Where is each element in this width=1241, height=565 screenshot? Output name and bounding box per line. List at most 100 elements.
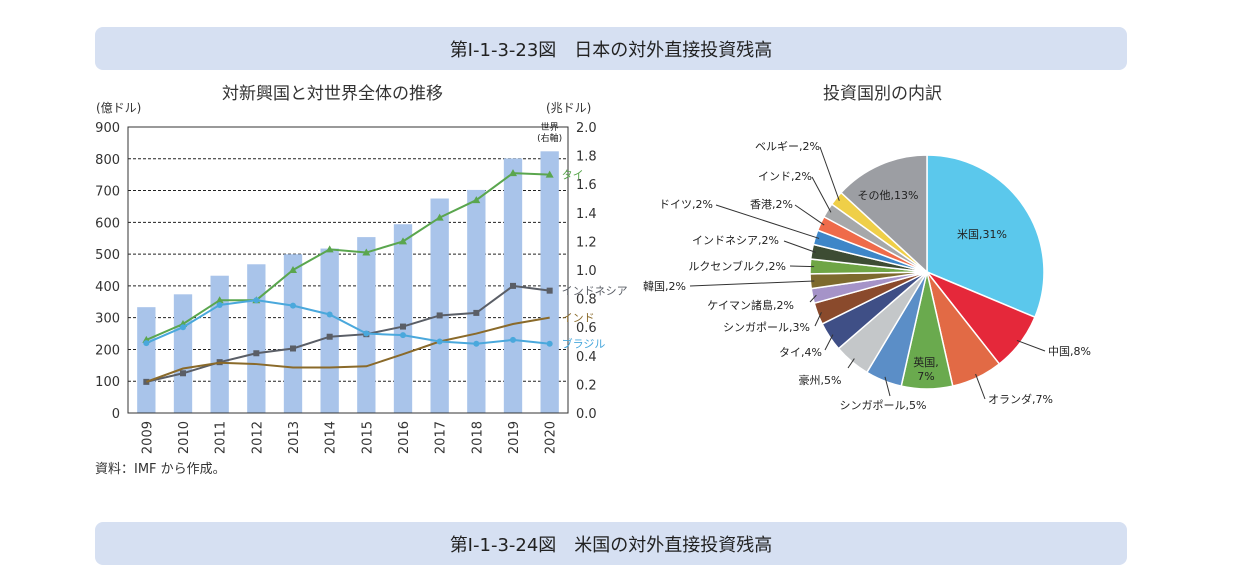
pie-slice-label: インド,2% bbox=[758, 170, 812, 183]
pie-slice-label: 7% bbox=[917, 370, 934, 383]
marker-thailand bbox=[215, 296, 224, 304]
pie-leader-line bbox=[884, 376, 891, 397]
marker-brazil bbox=[326, 311, 333, 318]
bar-world-2010 bbox=[173, 294, 193, 413]
right-tick-label: 0.0 bbox=[576, 407, 597, 422]
right-tick-label: 2.0 bbox=[576, 121, 597, 136]
pie-leader-line bbox=[715, 204, 820, 239]
right-tick-label: 1.2 bbox=[576, 235, 597, 250]
x-tick-label: 2015 bbox=[360, 421, 375, 454]
bar-world-2009 bbox=[137, 307, 156, 413]
marker-thailand bbox=[435, 213, 444, 221]
x-tick-label: 2009 bbox=[140, 421, 155, 454]
bar-world-2012 bbox=[247, 264, 266, 413]
pie-leader-line bbox=[819, 146, 840, 201]
marker-indonesia bbox=[180, 370, 186, 377]
next-figure-title-banner: 第Ⅰ-1-3-24図 米国の対外直接投資残高 bbox=[95, 522, 1127, 565]
marker-indonesia bbox=[400, 323, 406, 330]
marker-indonesia bbox=[290, 345, 296, 352]
chart-canvas: 0 100 200 300 400 500 600 700 800 900 0.0 0.2 0.4 0.6… bbox=[95, 101, 1091, 454]
x-tick-label: 2017 bbox=[434, 421, 449, 454]
right-tick-label: 0.6 bbox=[576, 321, 597, 336]
pie-slice-label: 英国, bbox=[913, 355, 939, 369]
marker-brazil bbox=[510, 336, 516, 343]
marker-thailand bbox=[325, 245, 334, 253]
pie-leader-line bbox=[811, 176, 832, 213]
x-tick-label: 2019 bbox=[507, 421, 522, 454]
pie-slice-label: 豪州,5% bbox=[799, 373, 842, 387]
pie-leader-line bbox=[824, 334, 834, 351]
pie-leader-line bbox=[975, 373, 986, 400]
left-tick-label: 400 bbox=[95, 280, 120, 295]
left-tick-label: 200 bbox=[95, 343, 120, 358]
left-tick-label: 300 bbox=[95, 312, 120, 327]
right-tick-label: 1.0 bbox=[576, 264, 597, 279]
x-tick-label: 2012 bbox=[250, 421, 265, 454]
left-tick-label: 700 bbox=[95, 185, 120, 200]
pie-leader-line bbox=[689, 280, 815, 287]
pie-leader-line bbox=[814, 312, 822, 327]
bar-world-2018 bbox=[467, 189, 486, 413]
marker-brazil bbox=[436, 338, 443, 345]
pie-slice-label: シンガポール,3% bbox=[723, 321, 810, 334]
figure-title: 第Ⅰ-1-3-23図 日本の対外直接投資残高 bbox=[449, 39, 773, 61]
marker-indonesia bbox=[436, 312, 443, 319]
pie-slice-label: ルクセンブルク,2% bbox=[688, 259, 786, 273]
x-tick-label: 2018 bbox=[470, 421, 485, 454]
bar-world-2020 bbox=[540, 151, 559, 413]
right-tick-label: 0.2 bbox=[576, 378, 597, 393]
pie-slice-label: ベルギー,2% bbox=[755, 140, 820, 153]
right-tick-label: 0.4 bbox=[576, 350, 597, 365]
left-tick-label: 0 bbox=[112, 407, 120, 422]
right-axis-unit: (兆ドル) bbox=[546, 101, 591, 115]
marker-indonesia bbox=[510, 282, 516, 289]
x-tick-label: 2014 bbox=[324, 421, 339, 454]
bar-world-2017 bbox=[430, 198, 449, 413]
bar-world-2016 bbox=[393, 224, 413, 413]
plot-frame bbox=[127, 126, 569, 414]
pie-slice bbox=[839, 154, 928, 274]
left-axis-unit: (億ドル) bbox=[96, 101, 141, 115]
x-tick-label: 2020 bbox=[544, 421, 559, 454]
pie-slice-label: 米国,31% bbox=[957, 228, 1007, 241]
pie-leader-line bbox=[1016, 339, 1046, 352]
right-tick-label: 1.4 bbox=[576, 207, 597, 222]
left-tick-label: 500 bbox=[95, 248, 120, 263]
marker-thailand bbox=[362, 248, 371, 256]
pie-leader-line bbox=[847, 358, 855, 369]
pie-slice-label: ドイツ,2% bbox=[659, 198, 713, 211]
marker-thailand bbox=[509, 169, 517, 177]
pie-slice-label: その他,13% bbox=[858, 189, 919, 202]
pie-slice-label: 韓国,2% bbox=[643, 280, 686, 293]
x-tick-label: 2010 bbox=[177, 421, 192, 454]
marker-brazil bbox=[216, 301, 223, 308]
line-chart-title: 対新興国と対世界全体の推移 bbox=[222, 84, 443, 104]
left-tick-label: 100 bbox=[95, 375, 120, 390]
marker-brazil bbox=[473, 340, 480, 347]
marker-thailand bbox=[289, 266, 297, 273]
right-tick-label: 1.8 bbox=[576, 150, 597, 165]
marker-thailand bbox=[472, 196, 481, 204]
pie-slice-label: 香港,2% bbox=[750, 198, 793, 211]
line-brazil bbox=[145, 299, 550, 345]
pie-leader-line bbox=[794, 204, 825, 226]
bar-world-2015 bbox=[357, 237, 376, 413]
x-tick-label: 2016 bbox=[397, 421, 412, 454]
figure-title-banner: 第Ⅰ-1-3-23図 日本の対外直接投資残高 bbox=[95, 27, 1127, 70]
pie-slice-label: タイ,4% bbox=[779, 346, 822, 359]
marker-indonesia bbox=[326, 333, 333, 340]
right-tick-label: 1.6 bbox=[576, 178, 597, 193]
next-figure-title: 第Ⅰ-1-3-24図 米国の対外直接投資残高 bbox=[449, 534, 773, 556]
pie-slice-label: 中国,8% bbox=[1048, 345, 1091, 358]
marker-brazil bbox=[363, 330, 370, 337]
source-note: 資料：IMF から作成。 bbox=[95, 462, 226, 477]
marker-thailand bbox=[545, 170, 554, 178]
left-tick-label: 600 bbox=[95, 216, 120, 231]
marker-brazil bbox=[180, 324, 186, 331]
bar-world-2014 bbox=[320, 248, 339, 413]
marker-brazil bbox=[143, 340, 150, 347]
series-label-brazil: ブラジル bbox=[562, 337, 606, 351]
left-tick-label: 900 bbox=[95, 121, 120, 136]
pie-slice-label: シンガポール,5% bbox=[840, 399, 927, 412]
bar-world-2011 bbox=[210, 275, 229, 413]
